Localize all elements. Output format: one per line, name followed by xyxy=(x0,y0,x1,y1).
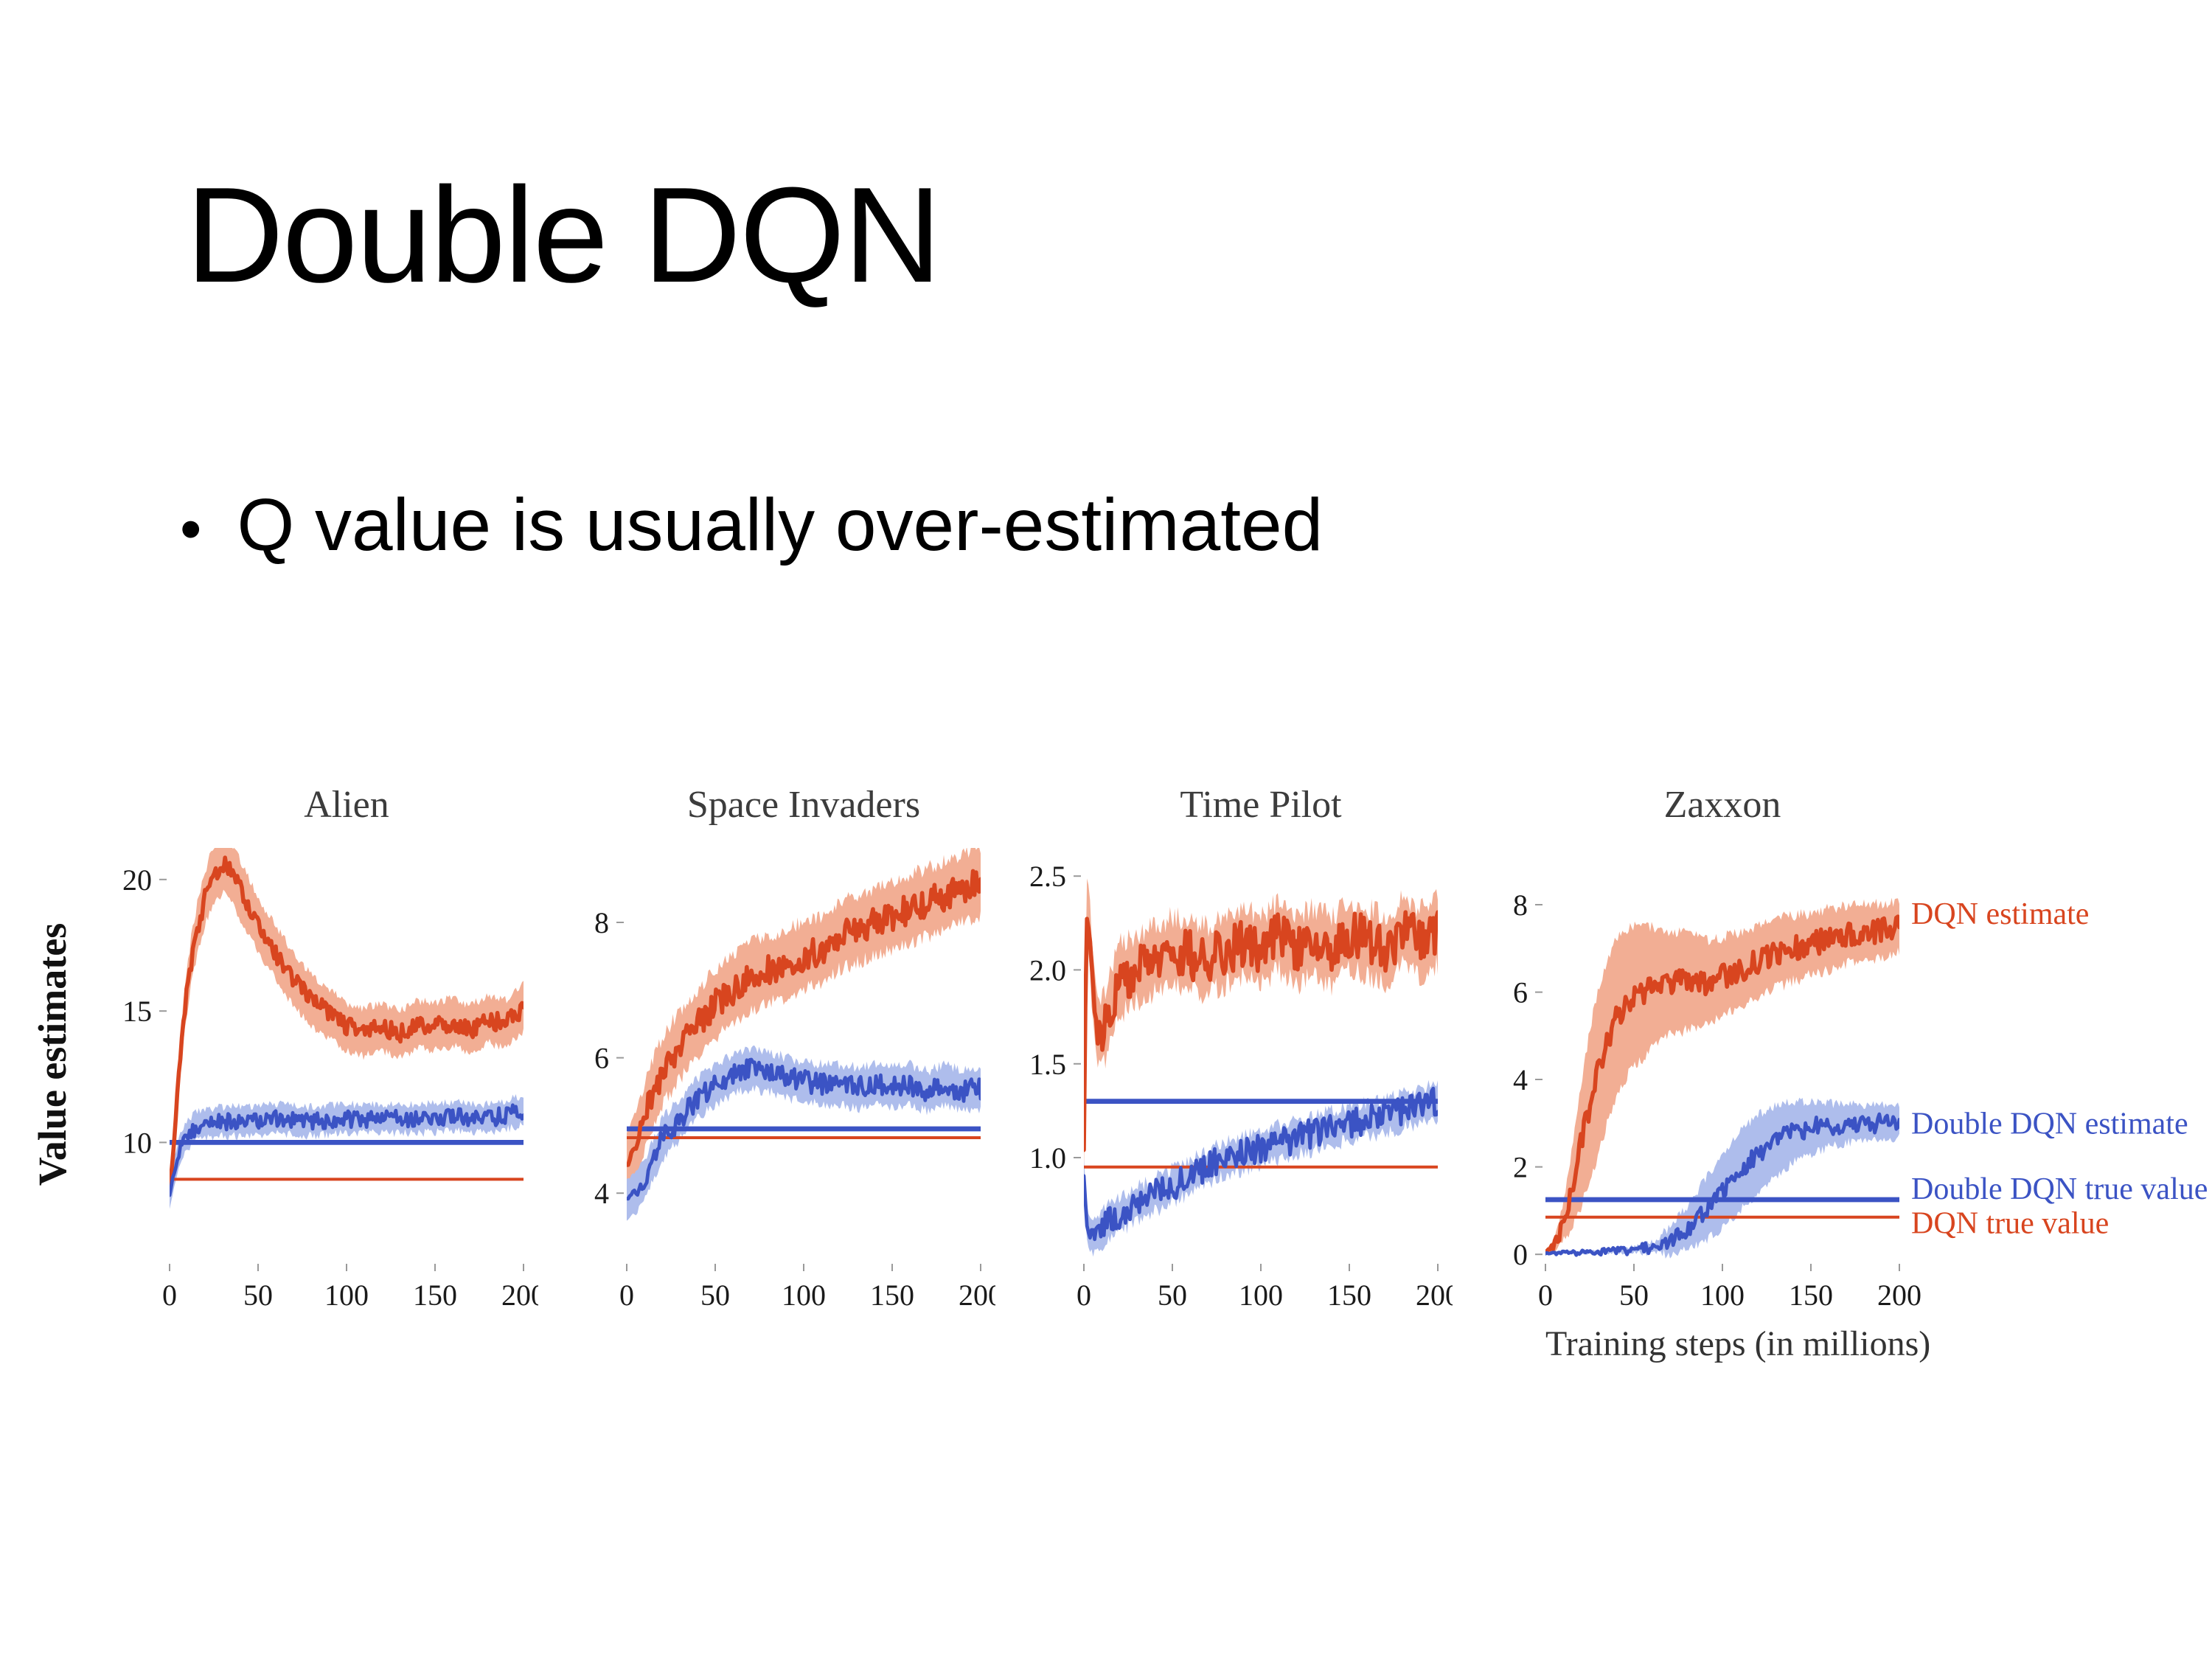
y-tick-label: 8 xyxy=(1513,888,1528,922)
double-dqn-estimate-line xyxy=(170,1103,524,1197)
chart-space-invaders-plot: 0 50 100 150 200 4 6 8 xyxy=(594,848,995,1312)
x-tick-label: 0 xyxy=(1538,1279,1553,1312)
x-tick-label: 100 xyxy=(1700,1279,1745,1312)
y-tick-label: 8 xyxy=(594,906,609,939)
x-tick-label: 150 xyxy=(870,1279,914,1312)
double-dqn-estimate-line xyxy=(1084,1086,1438,1242)
chart-zaxxon: Zaxxon 0 50 100 150 200 0 2 4 6 8 DQN estimate Doub… xyxy=(1475,783,2212,1320)
chart-time-pilot: Time Pilot 0 50 100 150 200 1.0 1.5 2.0 2.5 xyxy=(1013,783,1453,1320)
x-tick-label: 150 xyxy=(1789,1279,1833,1312)
chart-zaxxon-plot: 0 50 100 150 200 0 2 4 6 8 DQN estimate Double DQN … xyxy=(1513,888,2208,1312)
y-tick-label: 15 xyxy=(122,995,152,1028)
slide-title: Double DQN xyxy=(186,161,942,311)
x-tick-label: 50 xyxy=(700,1279,730,1312)
y-tick-label: 4 xyxy=(594,1177,609,1210)
y-tick-label: 10 xyxy=(122,1126,152,1159)
chart-title-time-pilot: Time Pilot xyxy=(1180,783,1342,826)
x-tick-label: 200 xyxy=(959,1279,995,1312)
bullet-item: • Q value is usually over-estimated xyxy=(180,482,1323,568)
dqn-estimate-line xyxy=(1545,914,1899,1255)
chart-title-alien: Alien xyxy=(304,783,389,826)
y-tick-label: 6 xyxy=(1513,976,1528,1009)
dqn-estimate-line xyxy=(170,855,524,1192)
dqn-estimate-line xyxy=(627,869,981,1167)
x-tick-label: 50 xyxy=(1158,1279,1187,1312)
x-tick-label: 0 xyxy=(1077,1279,1091,1312)
bullet-marker: • xyxy=(180,494,202,563)
legend-label-dqn-true-value: DQN true value xyxy=(1911,1206,2109,1240)
x-tick-label: 0 xyxy=(162,1279,177,1312)
dqn-figure: Value estimates Alien 050100150200101520… xyxy=(0,783,2212,1435)
y-axis-label: Value estimates xyxy=(30,922,74,1186)
x-axis-label: Training steps (in millions) xyxy=(1545,1326,1931,1364)
x-tick-label: 100 xyxy=(324,1279,369,1312)
dqn-estimate-band xyxy=(627,848,981,1201)
legend-label-double-dqn-true-value: Double DQN true value xyxy=(1911,1172,2208,1206)
chart-alien-plot: 0 50 100 150 200 10 15 20 xyxy=(122,848,538,1312)
legend-label-double-dqn-estimate: Double DQN estimate xyxy=(1911,1107,2188,1141)
double-dqn-estimate-line xyxy=(1545,1112,1899,1257)
double-dqn-estimate-band xyxy=(1545,1097,1899,1259)
y-tick-label: 6 xyxy=(594,1042,609,1075)
dqn-estimate-line xyxy=(1084,910,1438,1152)
y-tick-label: 0 xyxy=(1513,1238,1528,1271)
y-tick-label: 20 xyxy=(122,863,152,897)
chart-title-space-invaders: Space Invaders xyxy=(686,783,921,826)
x-tick-label: 50 xyxy=(1619,1279,1649,1312)
chart-time-pilot-plot: 0 50 100 150 200 1.0 1.5 2.0 2.5 xyxy=(1029,860,1453,1312)
chart-alien: Alien 0 50 100 150 200 10 15 20 xyxy=(99,783,538,1320)
x-tick-label: 100 xyxy=(782,1279,826,1312)
x-tick-label: 150 xyxy=(1327,1279,1371,1312)
x-tick-label: 50 xyxy=(243,1279,273,1312)
y-tick-label: 2.0 xyxy=(1029,953,1066,987)
legend-label-dqn-estimate: DQN estimate xyxy=(1911,897,2089,931)
x-tick-label: 200 xyxy=(1877,1279,1921,1312)
chart-space-invaders: Space Invaders 0 50 100 150 200 4 6 8 xyxy=(556,783,995,1320)
x-tick-label: 200 xyxy=(1416,1279,1453,1312)
bullet-text: Q value is usually over-estimated xyxy=(237,484,1324,566)
double-dqn-estimate-line xyxy=(627,1057,981,1201)
y-tick-label: 2 xyxy=(1513,1151,1528,1184)
x-tick-label: 200 xyxy=(501,1279,538,1312)
x-tick-label: 100 xyxy=(1239,1279,1283,1312)
x-tick-label: 150 xyxy=(413,1279,457,1312)
y-tick-label: 4 xyxy=(1513,1063,1528,1096)
y-tick-label: 2.5 xyxy=(1029,860,1066,893)
x-tick-label: 0 xyxy=(619,1279,634,1312)
y-tick-label: 1.0 xyxy=(1029,1141,1066,1175)
y-tick-label: 1.5 xyxy=(1029,1048,1066,1081)
chart-title-zaxxon: Zaxxon xyxy=(1663,783,1781,826)
